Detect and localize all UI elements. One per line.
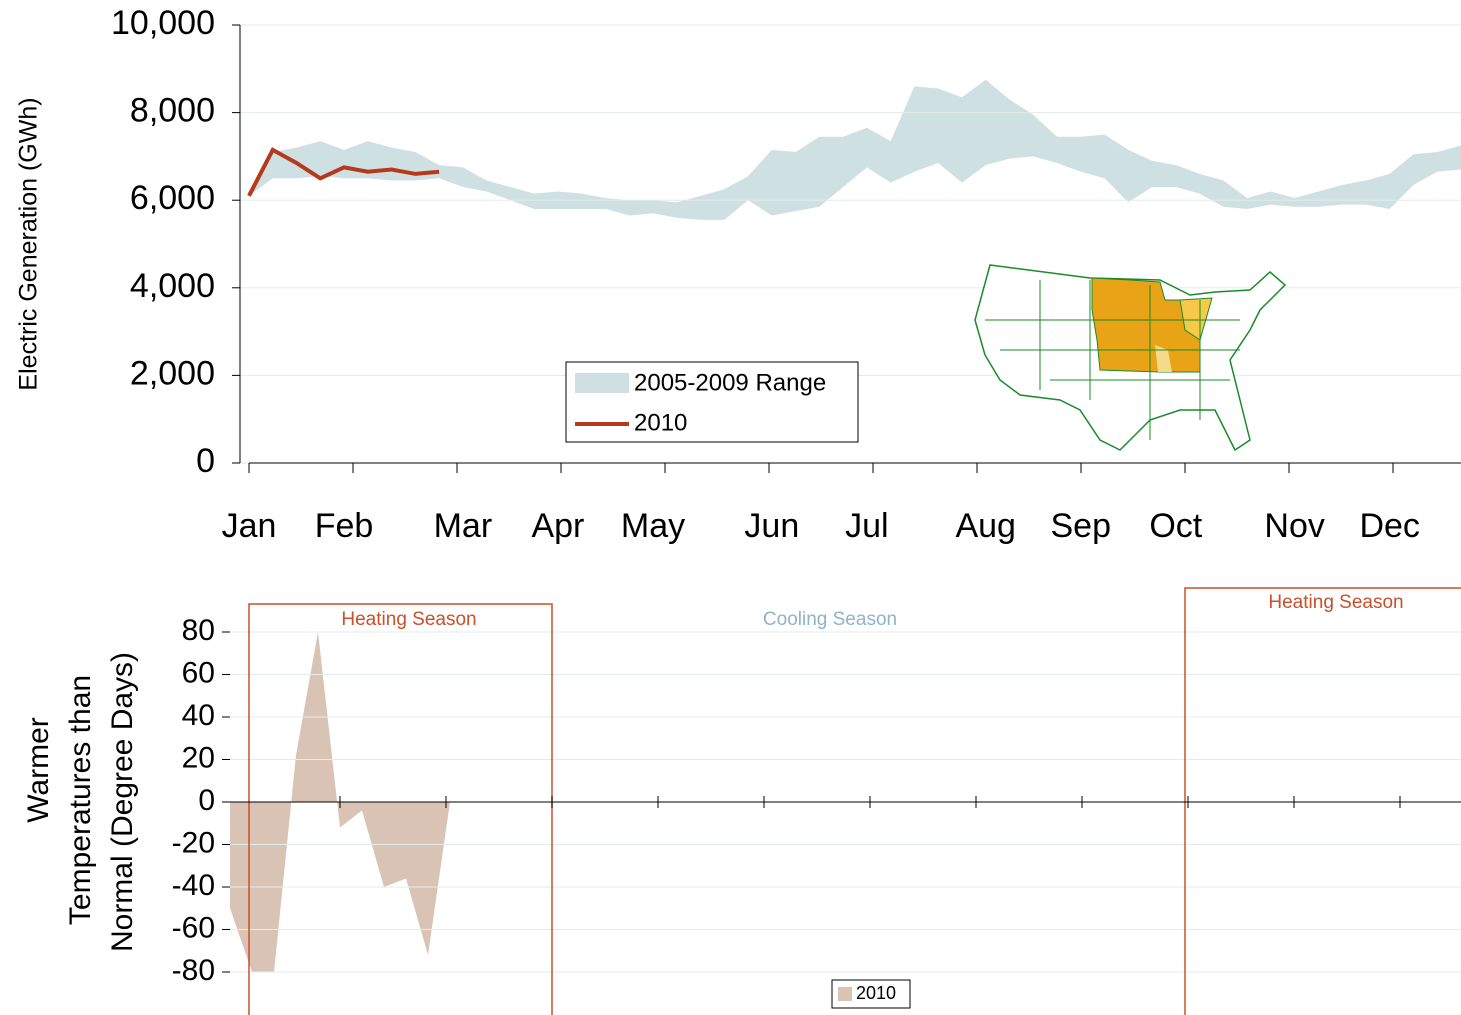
map-region xyxy=(1091,277,1201,373)
annotation: Heating Season xyxy=(341,609,476,630)
x-tick-label: Sep xyxy=(1051,507,1112,545)
legend-label: 2005-2009 Range xyxy=(634,369,826,396)
x-tick-label: Jun xyxy=(744,507,799,545)
y-axis-label: Temperatures than xyxy=(64,675,97,925)
x-tick-label: Apr xyxy=(531,507,584,545)
x-tick-label: Aug xyxy=(955,507,1016,545)
y-tick-label: 80 xyxy=(182,614,215,647)
us-map xyxy=(974,264,1287,452)
y-tick-label: -40 xyxy=(172,869,215,902)
legend-label: 2010 xyxy=(856,983,896,1003)
y-axis-label: Warmer xyxy=(22,717,55,823)
x-tick-label: Oct xyxy=(1149,507,1202,545)
x-tick-label: Feb xyxy=(315,507,374,545)
y-tick-label: 20 xyxy=(182,741,215,774)
x-tick-label: Mar xyxy=(434,507,493,545)
legend-swatch xyxy=(575,373,629,393)
map-borders xyxy=(985,280,1240,440)
y-axis-label: Electric Generation (GWh) xyxy=(15,97,43,390)
line-series xyxy=(247,147,440,197)
y-tick-label: -20 xyxy=(172,826,215,859)
y-tick-label: 6,000 xyxy=(130,179,215,217)
y-tick-label: 0 xyxy=(198,784,215,817)
map-region-light xyxy=(1155,345,1172,372)
y-tick-label: -80 xyxy=(172,954,215,987)
y-tick-label: 8,000 xyxy=(130,92,215,130)
annotation: Heating Season xyxy=(1268,592,1403,613)
x-tick-label: Nov xyxy=(1264,507,1324,545)
y-tick-label: 2,000 xyxy=(130,354,215,392)
y-tick-label: -60 xyxy=(172,911,215,944)
y-axis-label: Normal (Degree Days) xyxy=(106,652,139,952)
x-tick-label: Dec xyxy=(1359,507,1419,545)
x-tick-label: Jan xyxy=(222,507,277,545)
y-tick-label: 0 xyxy=(196,442,215,480)
x-tick-label: Jul xyxy=(845,507,888,545)
range-area xyxy=(249,79,1461,220)
heating-box xyxy=(248,603,553,1015)
y-tick-label: 10,000 xyxy=(111,4,215,42)
heating-box xyxy=(1184,587,1461,1015)
x-tick-label: May xyxy=(621,507,685,545)
y-tick-label: 4,000 xyxy=(130,267,215,305)
legend-swatch xyxy=(838,987,852,1001)
legend-label: 2010 xyxy=(634,409,687,436)
y-tick-label: 40 xyxy=(182,699,215,732)
legend-box xyxy=(831,979,911,1009)
y-tick-label: 60 xyxy=(182,656,215,689)
annotation: Cooling Season xyxy=(763,609,897,630)
